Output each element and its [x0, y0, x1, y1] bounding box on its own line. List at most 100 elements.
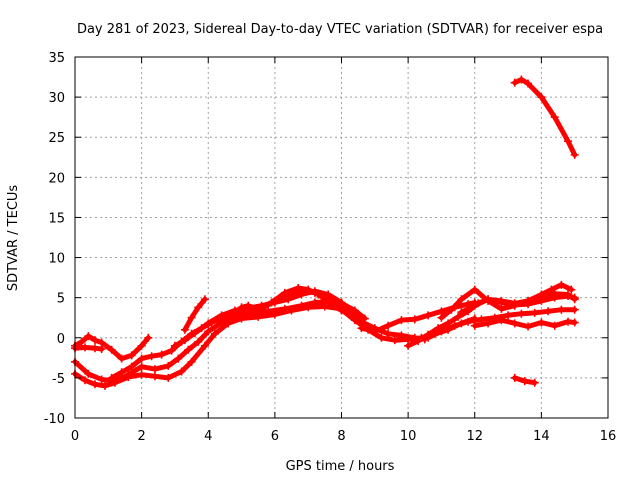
ticks: 0 2 4 6 8 10 12 14 16 -10 -5 0 5 10 15 20 25 30 35	[44, 51, 617, 444]
data-point	[80, 343, 89, 352]
data-point	[350, 306, 359, 315]
data-point	[437, 313, 446, 322]
data-point	[117, 368, 126, 377]
data-point	[230, 306, 239, 315]
data-point	[204, 319, 213, 328]
data-point	[410, 315, 419, 324]
data-point	[550, 321, 559, 330]
data-point	[174, 354, 183, 363]
data-point	[510, 319, 519, 328]
data-point	[464, 317, 473, 326]
data-point	[537, 296, 546, 305]
data-point	[190, 328, 199, 337]
x-tick-label: 10	[400, 429, 417, 444]
data-point	[414, 336, 423, 345]
data-point	[97, 345, 106, 354]
data-point	[77, 337, 86, 346]
y-axis-label: SDTVAR / TECUs	[6, 185, 21, 292]
data-point	[424, 333, 433, 342]
x-tick-label: 6	[271, 429, 279, 444]
data-point	[137, 354, 146, 363]
data-point	[530, 378, 539, 387]
data-point	[90, 380, 99, 389]
data-point	[517, 309, 526, 318]
data-point	[280, 288, 289, 297]
data-point	[84, 369, 93, 378]
data-point	[564, 137, 573, 146]
data-point	[350, 316, 359, 325]
data-point	[397, 316, 406, 325]
data-point	[150, 372, 159, 381]
data-point	[544, 307, 553, 316]
data-point	[84, 332, 93, 341]
data-point	[570, 293, 579, 302]
data-point	[567, 285, 576, 294]
data-point	[520, 377, 529, 386]
data-point	[147, 352, 156, 361]
data-point	[200, 295, 209, 304]
data-point	[424, 311, 433, 320]
data-point	[310, 298, 319, 307]
y-tick-label: -5	[52, 372, 65, 387]
series-group	[71, 75, 579, 390]
data-point	[524, 79, 533, 88]
data-point	[314, 290, 323, 299]
data-point	[537, 93, 546, 102]
data-point	[280, 304, 289, 313]
data-point	[517, 75, 526, 84]
x-tick-label: 12	[466, 429, 483, 444]
y-tick-label: 10	[48, 252, 65, 267]
data-point	[164, 373, 173, 382]
data-point	[557, 305, 566, 314]
data-point	[127, 362, 136, 371]
series-line-arc-14	[438, 282, 574, 321]
data-point	[450, 321, 459, 330]
data-point	[524, 300, 533, 309]
series-markers-arc-16	[470, 316, 579, 331]
data-point	[470, 301, 479, 310]
data-point	[157, 350, 166, 359]
data-point	[324, 290, 333, 299]
data-point	[264, 307, 273, 316]
series-line-arc-6	[182, 296, 208, 333]
data-point	[107, 373, 116, 382]
data-point	[180, 336, 189, 345]
data-point	[437, 327, 446, 336]
series-markers-arc-13	[424, 305, 579, 342]
data-point	[377, 333, 386, 342]
data-point	[510, 78, 519, 87]
data-point	[297, 290, 306, 299]
data-point	[124, 370, 133, 379]
x-tick-label: 0	[71, 429, 79, 444]
grid	[75, 57, 608, 418]
series-line-arc-8	[239, 285, 344, 313]
data-point	[294, 284, 303, 293]
data-point	[194, 337, 203, 346]
data-point	[484, 295, 493, 304]
y-tick-label: 30	[48, 91, 65, 106]
data-point	[547, 285, 556, 294]
data-point	[570, 150, 579, 159]
data-point	[170, 341, 179, 350]
data-point	[150, 365, 159, 374]
data-point	[337, 305, 346, 314]
data-point	[384, 321, 393, 330]
data-point	[497, 298, 506, 307]
data-point	[530, 308, 539, 317]
data-point	[200, 341, 209, 350]
data-point	[210, 329, 219, 338]
data-point	[557, 280, 566, 289]
data-point	[457, 295, 466, 304]
y-tick-label: -10	[44, 412, 65, 427]
x-tick-label: 16	[600, 429, 617, 444]
series-line-arc-1	[72, 304, 358, 389]
data-point	[217, 311, 226, 320]
series-line-arc-11	[359, 300, 478, 334]
series-line-arc-4	[72, 333, 151, 362]
data-point	[304, 285, 313, 294]
x-axis-label: GPS time / hours	[286, 459, 395, 474]
x-tick-label: 14	[533, 429, 550, 444]
data-point	[564, 292, 573, 301]
data-point	[177, 367, 186, 376]
